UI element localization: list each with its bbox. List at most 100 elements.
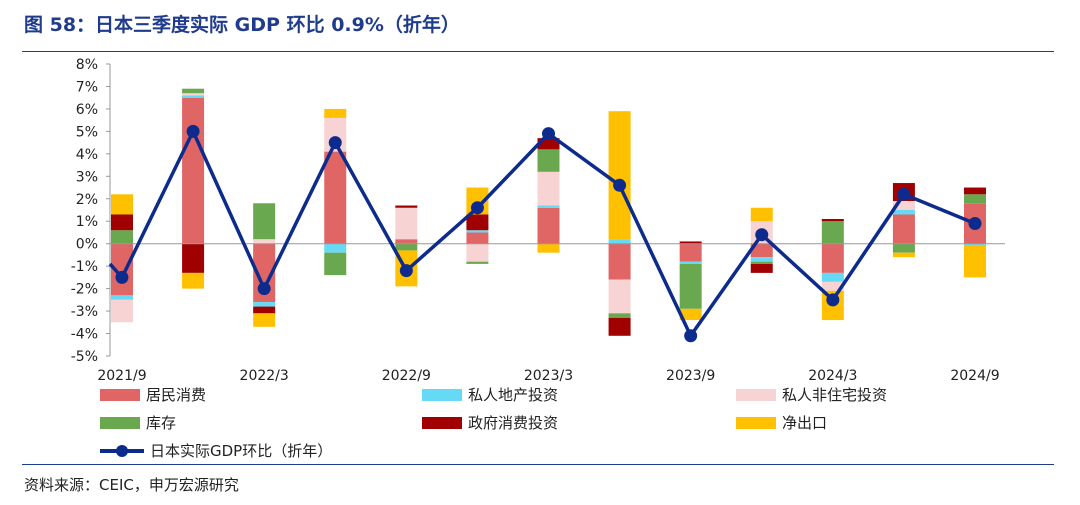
bar-segment-inventory — [964, 194, 986, 204]
source-divider — [22, 464, 1054, 465]
legend-label-private-real-estate: 私人地产投资 — [468, 386, 559, 404]
legend-label-private-non-residential: 私人非住宅投资 — [782, 386, 888, 404]
legend-label-inventory: 库存 — [146, 414, 177, 432]
legend-swatch-private-non-residential — [736, 388, 776, 401]
bar-segment-private-real-estate — [466, 230, 489, 233]
bar-segment-net-exports — [111, 194, 133, 215]
gdp-point — [755, 228, 769, 242]
y-tick-label: 7% — [76, 79, 98, 95]
bar-segment-gov-consumption-investment — [821, 218, 844, 222]
y-tick-label: 4% — [76, 147, 98, 163]
bar-segment-private-non-residential — [182, 93, 205, 96]
bar-segment-consumption — [111, 243, 133, 296]
bar-segment-private-non-residential — [608, 279, 631, 314]
x-tick-label: 2023/9 — [666, 368, 715, 384]
bar-segment-private-real-estate — [750, 257, 773, 262]
bar-segment-inventory — [182, 88, 205, 94]
chart-legend: 居民消费 私人地产投资 私人非住宅投资 库存 政府消费投资 净出口 日本实际GD… — [100, 384, 1060, 464]
bar-segment-private-non-residential — [892, 201, 915, 210]
bar-segment-gov-consumption-investment — [964, 187, 986, 195]
y-tick-label: -1% — [71, 259, 98, 275]
bar-segment-consumption — [892, 214, 915, 244]
x-tick-label: 2023/3 — [524, 368, 573, 384]
bar-segment-gov-consumption-investment — [750, 263, 773, 273]
gdp-point — [186, 124, 200, 138]
bar-segment-net-exports — [324, 108, 347, 118]
bar-segment-gov-consumption-investment — [111, 214, 133, 231]
x-tick-label: 2024/3 — [808, 368, 857, 384]
bar-segment-inventory — [679, 263, 702, 309]
y-tick-label: 2% — [76, 192, 98, 208]
legend-item-gdp-line: 日本实际GDP环比（折年） — [100, 440, 332, 461]
legend-label-net-exports: 净出口 — [782, 414, 828, 432]
bar-segment-gov-consumption-investment — [466, 214, 489, 231]
y-tick-label: 6% — [76, 102, 98, 118]
bar-segment-inventory — [253, 203, 276, 240]
gdp-point — [684, 329, 698, 343]
bar-segment-inventory — [821, 221, 844, 244]
bar-segment-gov-consumption-investment — [608, 317, 631, 336]
x-tick-label: 2022/9 — [382, 368, 431, 384]
bar-segment-consumption — [537, 207, 560, 244]
legend-item-gov-consumption-investment: 政府消费投资 — [422, 412, 558, 433]
gdp-point — [826, 293, 840, 307]
y-tick-label: 3% — [76, 169, 98, 185]
bar-segment-private-real-estate — [679, 261, 702, 264]
legend-item-consumption: 居民消费 — [100, 384, 206, 405]
legend-swatch-inventory — [100, 416, 140, 429]
y-tick-label: -3% — [71, 304, 98, 320]
x-tick-label: 2021/9 — [97, 368, 146, 384]
y-tick-label: 0% — [76, 237, 98, 253]
y-tick-label: 5% — [76, 124, 98, 140]
gdp-point — [115, 270, 129, 284]
legend-item-private-non-residential: 私人非住宅投资 — [736, 384, 887, 405]
bar-segment-inventory — [750, 261, 773, 264]
legend-item-inventory: 库存 — [100, 412, 176, 433]
bar-segment-private-non-residential — [253, 239, 276, 244]
gdp-point — [897, 187, 911, 201]
chart-area: -5% -4% -3% -2% -1% 0% 1% 2% 3% 4% 5% 6% 7% 8% 2021/9 2… — [71, 57, 1005, 384]
bar-segment-consumption — [679, 243, 702, 262]
bar-segment-private-real-estate — [964, 243, 986, 246]
bar-segment-inventory — [111, 230, 133, 244]
bar-segment-gov-consumption-investment — [253, 306, 276, 314]
bar-segment-net-exports — [182, 272, 205, 289]
source-note: 资料来源：CEIC，申万宏源研究 — [24, 476, 239, 494]
bar-segment-inventory — [395, 243, 418, 251]
gdp-point — [968, 216, 982, 230]
legend-swatch-net-exports — [736, 416, 776, 429]
bar-segment-inventory — [608, 313, 631, 318]
y-tick-label: 8% — [76, 57, 98, 73]
legend-label-gdp-line: 日本实际GDP环比（折年） — [150, 442, 333, 460]
bar-segment-private-real-estate — [111, 295, 133, 300]
bar-segment-inventory — [466, 261, 489, 264]
gdp-point — [542, 127, 555, 141]
bar-segment-net-exports — [608, 111, 631, 240]
bar-segment-consumption — [466, 232, 489, 244]
bar-segment-inventory — [324, 252, 347, 276]
bar-segment-net-exports — [537, 243, 560, 253]
bar-segment-private-real-estate — [253, 302, 276, 307]
bar-segment-net-exports — [892, 252, 915, 258]
y-tick-label: 1% — [76, 214, 98, 230]
figure-title: 图 58：日本三季度实际 GDP 环比 0.9%（折年） — [24, 14, 460, 36]
gdp-point — [613, 178, 627, 192]
gdp-point — [328, 136, 342, 150]
bar-segment-consumption — [395, 239, 418, 244]
bar-segment-consumption — [608, 243, 631, 280]
bar-segment-gov-consumption-investment — [395, 205, 418, 208]
bar-segment-private-non-residential — [821, 281, 844, 291]
legend-label-consumption: 居民消费 — [146, 386, 207, 404]
gdp-point — [399, 264, 413, 278]
bar-segment-private-non-residential — [537, 171, 560, 206]
bar-segment-net-exports — [964, 245, 986, 278]
bar-segment-consumption — [750, 243, 773, 258]
bar-segment-gov-consumption-investment — [679, 241, 702, 244]
bar-segment-consumption — [821, 243, 844, 273]
legend-line-marker — [100, 444, 144, 457]
x-tick-label: 2024/9 — [950, 368, 999, 384]
bar-segment-private-real-estate — [608, 239, 631, 244]
bar-segment-inventory — [537, 149, 560, 172]
legend-swatch-consumption — [100, 388, 140, 401]
bar-segment-net-exports — [750, 207, 773, 222]
